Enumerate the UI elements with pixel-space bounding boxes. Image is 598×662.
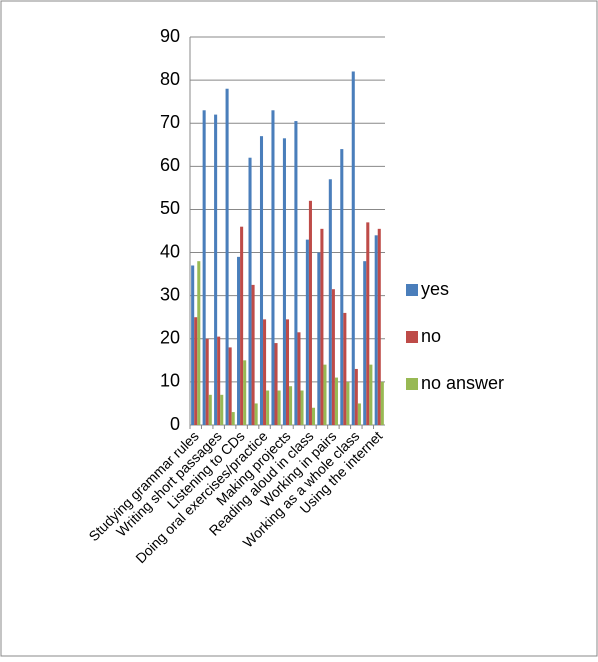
bar — [214, 114, 218, 425]
bar — [194, 317, 198, 425]
bar — [354, 368, 358, 425]
legend-label: no — [421, 326, 441, 346]
y-tick-label: 40 — [160, 241, 180, 261]
bar — [289, 386, 293, 425]
legend-swatch — [406, 331, 418, 343]
bar — [357, 403, 361, 425]
legend-swatch — [406, 378, 418, 390]
bar — [323, 364, 327, 425]
bar — [277, 390, 281, 425]
bar — [363, 261, 367, 425]
bar — [228, 347, 232, 425]
bar — [274, 343, 278, 425]
y-tick-label: 50 — [160, 198, 180, 218]
y-tick-label: 20 — [160, 328, 180, 348]
bar — [374, 235, 378, 425]
bar — [217, 336, 221, 425]
bar — [282, 138, 286, 426]
legend-label: yes — [421, 279, 449, 299]
bar — [320, 228, 324, 425]
bar — [297, 332, 301, 425]
bar — [205, 338, 209, 425]
bar — [343, 312, 347, 425]
bar — [380, 381, 384, 425]
bar — [285, 319, 290, 425]
bar — [294, 121, 298, 426]
legend-swatch — [406, 284, 418, 296]
bar — [231, 412, 235, 425]
bar — [334, 377, 338, 425]
bar — [220, 394, 224, 425]
bar — [346, 381, 350, 425]
legend-label: no answer — [421, 373, 504, 393]
bar — [340, 149, 344, 426]
y-tick-label: 60 — [160, 155, 180, 175]
bar — [328, 179, 332, 425]
bar — [266, 390, 270, 425]
bar — [308, 200, 312, 425]
bar — [251, 284, 255, 425]
bar — [305, 239, 309, 425]
bar — [237, 256, 241, 425]
bar — [331, 289, 335, 425]
bar — [191, 265, 195, 425]
y-tick-label: 0 — [170, 414, 180, 434]
bar — [311, 407, 316, 425]
bar — [248, 157, 252, 425]
bar — [240, 226, 244, 425]
y-tick-label: 10 — [160, 371, 180, 391]
bar — [377, 228, 381, 425]
bar — [208, 394, 212, 425]
bar — [254, 403, 258, 425]
bar — [271, 110, 275, 426]
bar — [197, 261, 201, 425]
bar — [202, 110, 206, 426]
bar — [351, 71, 355, 425]
bar — [225, 88, 229, 425]
y-tick-label: 80 — [160, 69, 180, 89]
y-tick-label: 30 — [160, 284, 180, 304]
bar — [243, 360, 247, 425]
bar — [369, 364, 373, 425]
y-tick-label: 90 — [160, 26, 180, 46]
bar — [263, 319, 267, 425]
bar — [317, 252, 321, 425]
bar — [366, 222, 370, 425]
bar — [259, 136, 264, 425]
y-tick-label: 70 — [160, 112, 180, 132]
bar — [300, 390, 304, 425]
